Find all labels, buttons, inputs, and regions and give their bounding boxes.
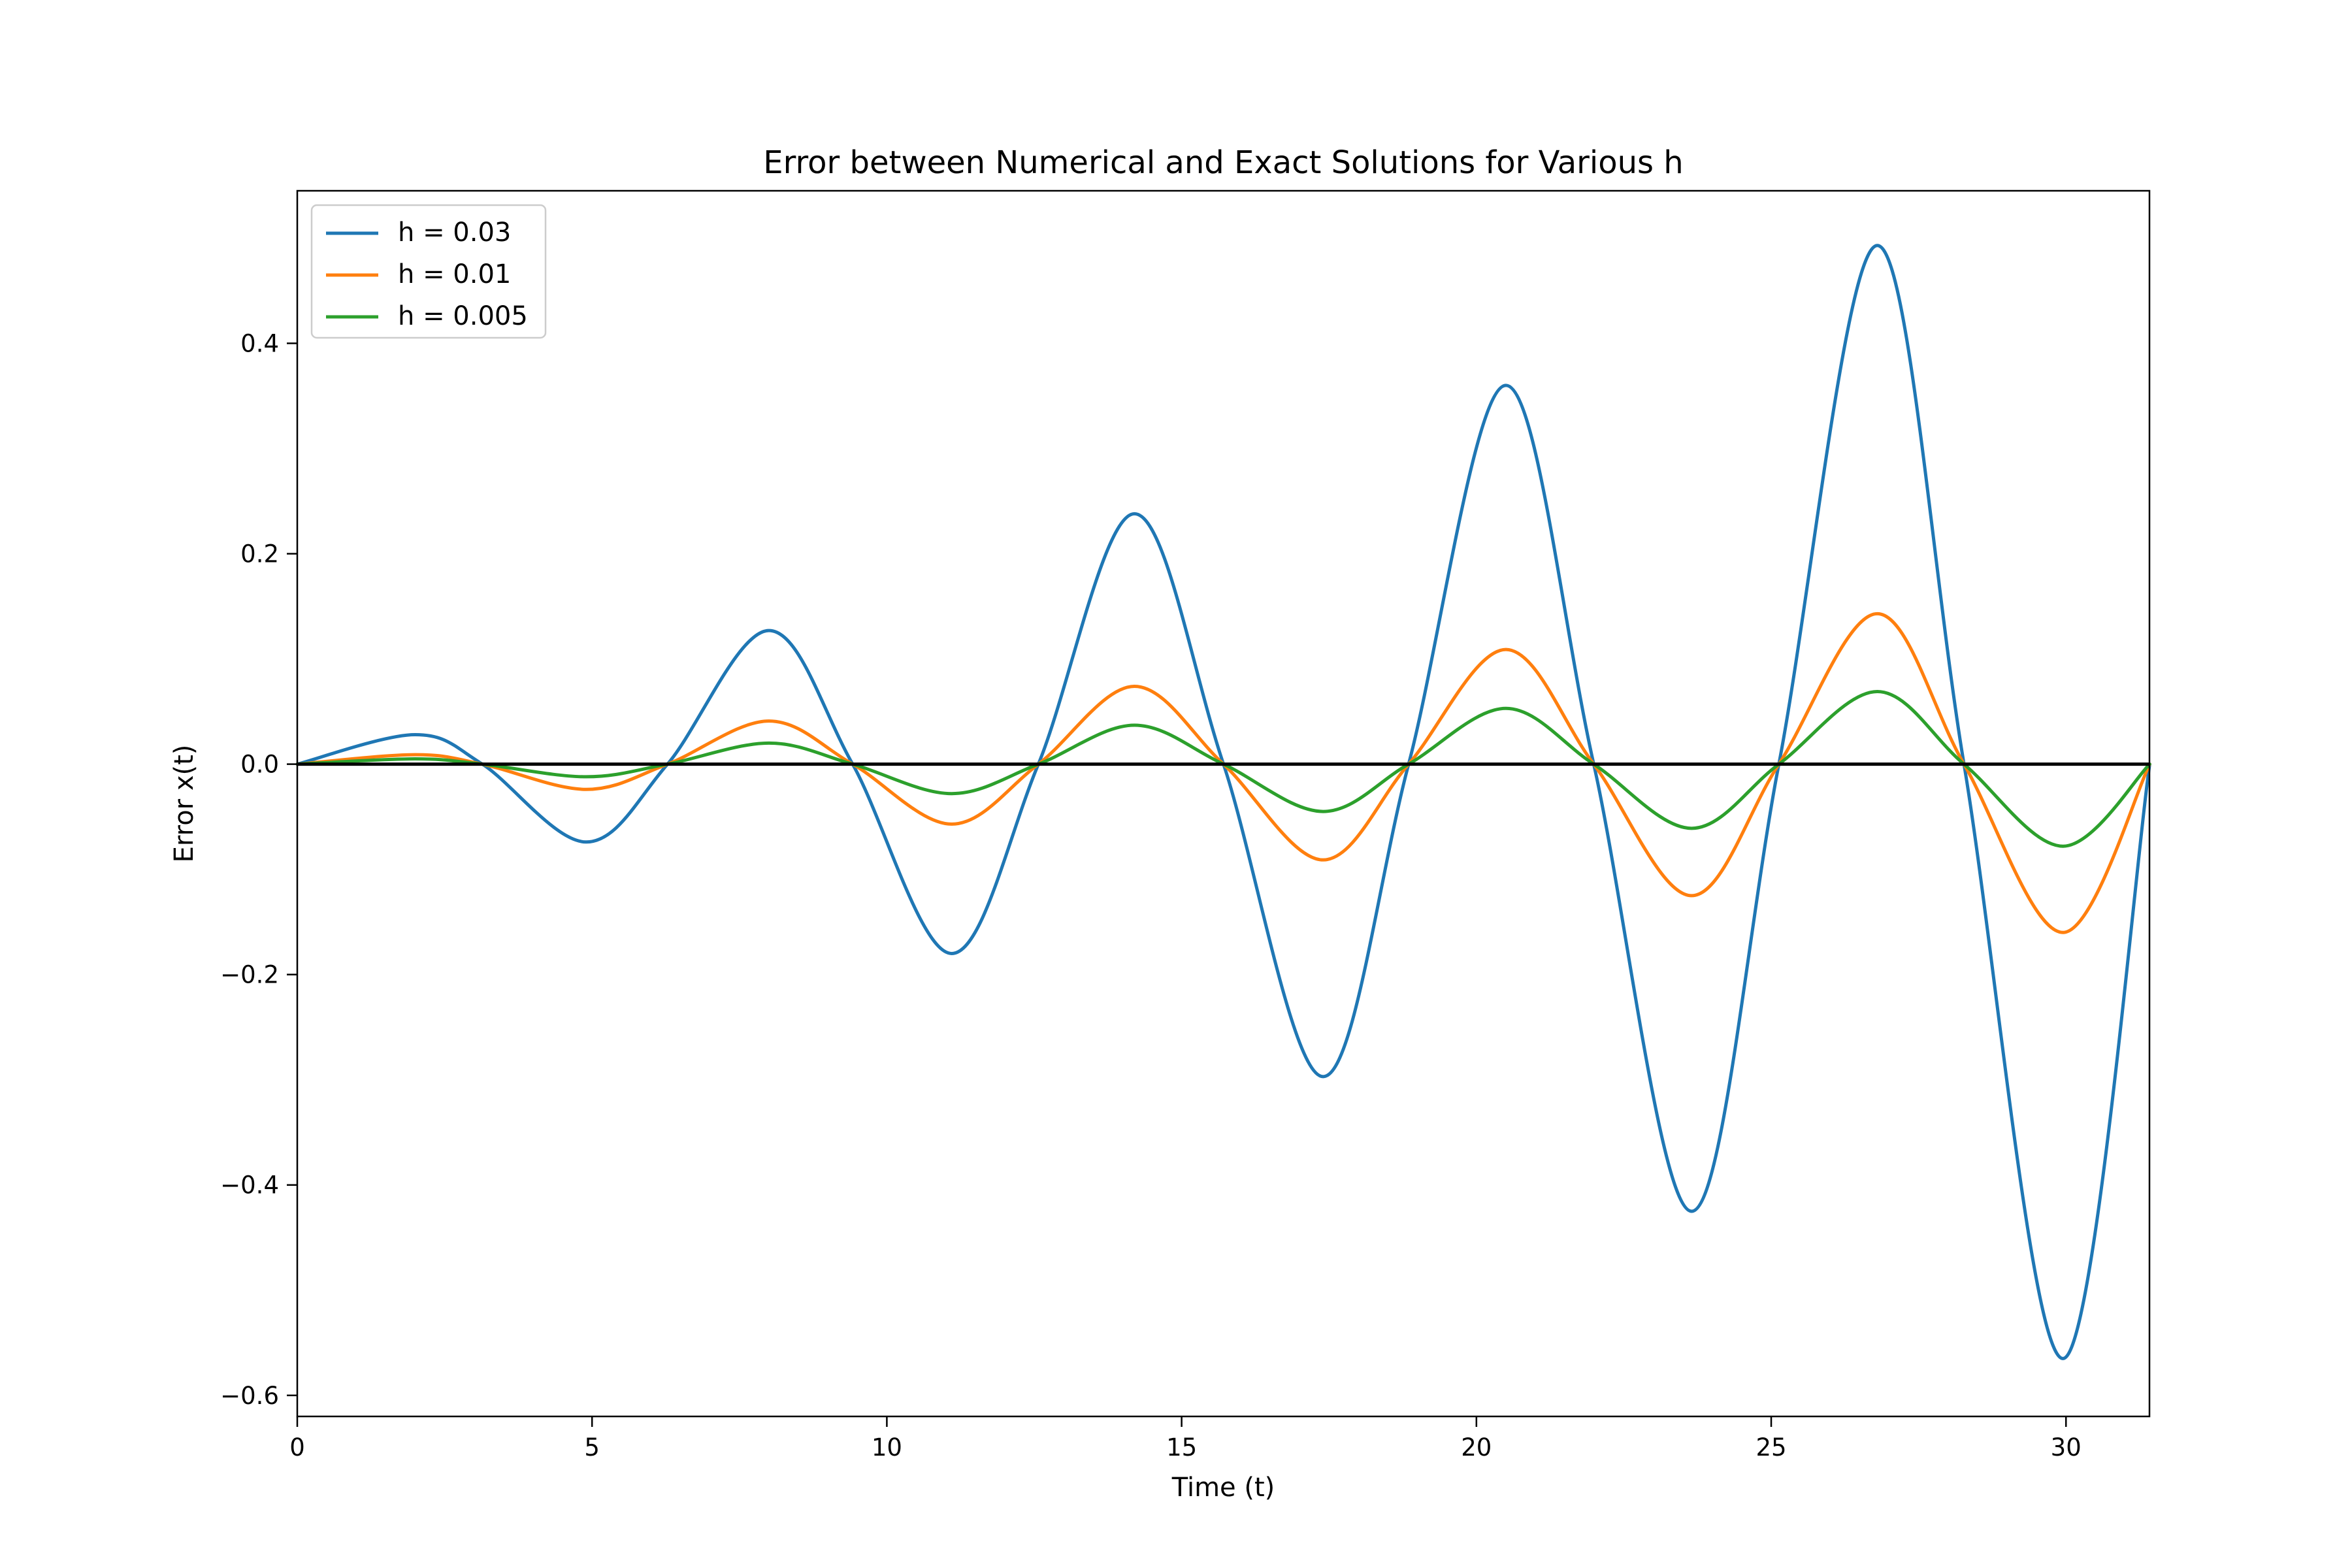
x-tick-label: 0 bbox=[289, 1433, 305, 1462]
y-axis: −0.6 −0.4 −0.2 0.0 0.2 0.4 bbox=[220, 329, 297, 1410]
x-tick-label: 5 bbox=[584, 1433, 600, 1462]
legend-label-2: h = 0.01 bbox=[398, 259, 511, 289]
y-tick-label: −0.6 bbox=[220, 1382, 279, 1410]
x-tick-label: 30 bbox=[2051, 1433, 2082, 1462]
y-tick-label: −0.4 bbox=[220, 1171, 279, 1200]
series-line-1 bbox=[295, 244, 2151, 1360]
x-tick-label: 15 bbox=[1166, 1433, 1197, 1462]
x-tick-label: 10 bbox=[872, 1433, 902, 1462]
legend-label-3: h = 0.005 bbox=[398, 301, 528, 331]
plot-frame bbox=[296, 189, 2151, 1418]
legend-label-1: h = 0.03 bbox=[398, 218, 511, 248]
x-axis: 0 5 10 15 20 25 30 bbox=[289, 1416, 2082, 1462]
plot-area bbox=[295, 189, 2151, 1418]
y-tick-label: 0.4 bbox=[240, 329, 279, 357]
y-tick-label: −0.2 bbox=[220, 961, 279, 989]
legend-box bbox=[310, 204, 547, 339]
x-tick-label: 25 bbox=[1756, 1433, 1786, 1462]
x-axis-label: Time (t) bbox=[1171, 1473, 1275, 1503]
plot-background bbox=[297, 191, 2149, 1416]
y-tick-label: 0.2 bbox=[240, 540, 279, 568]
legend: h = 0.03 h = 0.01 h = 0.005 bbox=[310, 204, 547, 339]
chart-title: Error between Numerical and Exact Soluti… bbox=[763, 144, 1683, 181]
y-tick-label: 0.0 bbox=[240, 751, 279, 779]
y-axis-label: Error x(t) bbox=[169, 745, 199, 863]
x-tick-label: 20 bbox=[1461, 1433, 1492, 1462]
series-line-3 bbox=[295, 690, 2151, 848]
